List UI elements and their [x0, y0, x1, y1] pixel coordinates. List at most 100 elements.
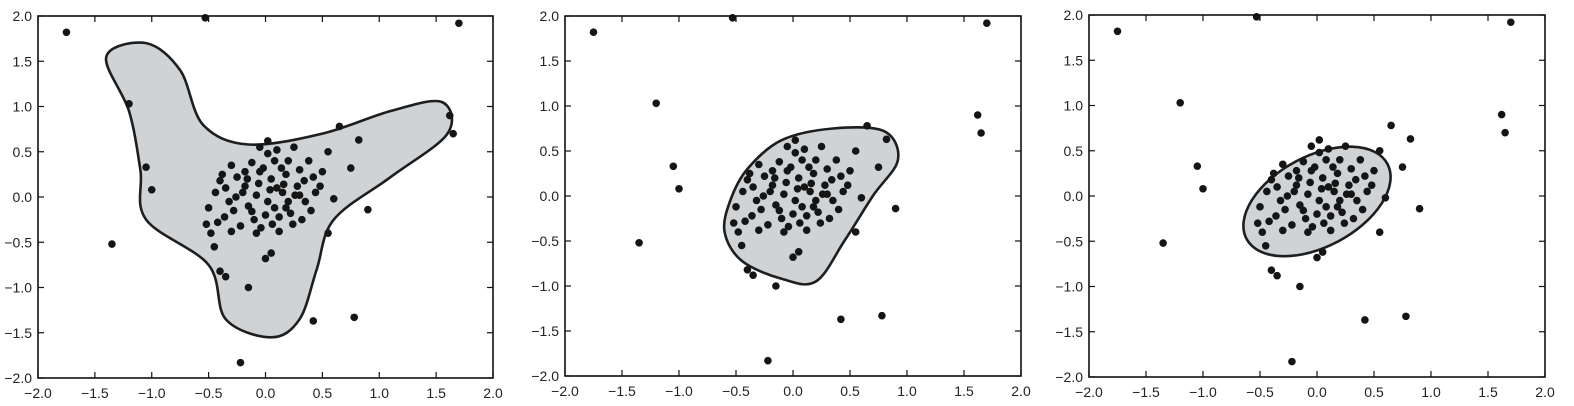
data-point	[1324, 145, 1333, 153]
data-point	[675, 185, 683, 193]
y-tick-label: 2.0	[1064, 7, 1084, 23]
data-point	[732, 203, 740, 211]
data-point	[784, 222, 793, 231]
data-point	[760, 172, 769, 180]
y-tick-label: −1.5	[4, 325, 32, 341]
data-point	[752, 196, 761, 205]
data-point	[1283, 192, 1292, 200]
data-point	[1310, 163, 1319, 171]
data-point	[1375, 146, 1384, 155]
data-point	[254, 179, 263, 188]
data-point	[268, 220, 277, 228]
data-point	[1306, 178, 1314, 187]
y-tick-label: 2.0	[13, 8, 33, 24]
data-point	[1336, 156, 1344, 164]
x-tick-label: 0.5	[313, 385, 333, 401]
data-point	[846, 167, 854, 175]
data-point	[1415, 204, 1424, 213]
data-point	[878, 311, 886, 320]
data-point	[108, 240, 116, 248]
x-tick-label: 1.0	[1421, 384, 1441, 400]
y-tick-label: 0.0	[540, 188, 560, 204]
data-point	[759, 192, 768, 200]
data-point	[652, 99, 660, 108]
data-point	[794, 174, 803, 182]
data-point	[270, 157, 279, 165]
data-point	[210, 242, 219, 251]
data-point	[232, 193, 240, 201]
data-point	[977, 129, 985, 137]
data-point	[766, 187, 774, 196]
data-point	[1367, 181, 1376, 189]
data-point	[1338, 208, 1346, 217]
data-point	[1315, 148, 1324, 157]
data-point	[816, 219, 825, 227]
y-tick-label: 1.0	[13, 99, 33, 115]
y-tick-label: 0.5	[1064, 143, 1084, 159]
data-point	[445, 111, 454, 120]
data-point	[147, 185, 156, 194]
data-point	[802, 212, 811, 220]
data-point	[290, 143, 298, 152]
data-point	[1276, 196, 1285, 205]
x-tick-label: −1.5	[81, 385, 109, 401]
y-tick-label: −2.0	[1055, 369, 1083, 385]
data-point	[263, 149, 272, 158]
data-point	[282, 204, 290, 212]
data-point	[734, 228, 743, 236]
data-point	[1261, 241, 1270, 250]
y-tick-label: −0.5	[1055, 233, 1083, 249]
data-point	[729, 219, 738, 227]
data-point	[293, 182, 302, 190]
data-point	[233, 173, 241, 181]
y-tick-label: −1.5	[1055, 324, 1083, 340]
data-point	[809, 203, 818, 211]
y-tick-label: −0.5	[531, 233, 559, 249]
data-point	[354, 136, 363, 144]
data-point	[775, 206, 784, 215]
data-point	[298, 215, 306, 224]
data-point	[791, 136, 800, 144]
data-point	[768, 167, 777, 175]
data-point	[261, 254, 270, 263]
data-point	[973, 111, 982, 119]
data-point	[289, 220, 297, 228]
data-point	[805, 163, 813, 171]
data-point	[1267, 175, 1276, 184]
data-point	[347, 164, 355, 172]
data-point	[279, 180, 288, 189]
y-tick-label: 1.5	[540, 53, 560, 69]
data-point	[241, 167, 249, 176]
x-tick-label: −1.5	[1132, 384, 1160, 400]
data-point	[874, 163, 883, 171]
data-point	[1333, 169, 1342, 178]
data-point	[1272, 212, 1280, 220]
data-point	[270, 204, 279, 212]
data-point	[1402, 312, 1410, 321]
data-point	[1317, 184, 1326, 193]
data-point	[252, 229, 261, 237]
data-point	[1318, 248, 1327, 256]
data-point	[1387, 121, 1395, 130]
data-point	[125, 99, 133, 108]
data-point	[311, 188, 320, 197]
data-point	[1398, 163, 1407, 171]
data-point	[263, 137, 272, 145]
data-point	[1159, 239, 1167, 247]
x-tick-label: −1.0	[665, 383, 693, 399]
data-point	[728, 13, 737, 22]
data-point	[780, 190, 788, 198]
data-point	[1349, 214, 1358, 223]
data-point	[748, 212, 756, 220]
data-point	[1290, 187, 1298, 196]
y-tick-label: 1.5	[13, 53, 33, 69]
data-point	[1284, 172, 1293, 180]
data-point	[829, 196, 837, 205]
data-point	[837, 172, 845, 180]
y-tick-label: −1.0	[1055, 279, 1083, 295]
data-point	[257, 223, 265, 232]
data-point	[834, 205, 843, 214]
data-point	[1299, 157, 1308, 166]
chart-panel-left: −2.0 −1.5 −1.0 −0.5 0.0 0.5 1.0 1.5 2.0 −2.0 −1.5 −…	[4, 8, 503, 401]
data-point	[823, 165, 831, 173]
